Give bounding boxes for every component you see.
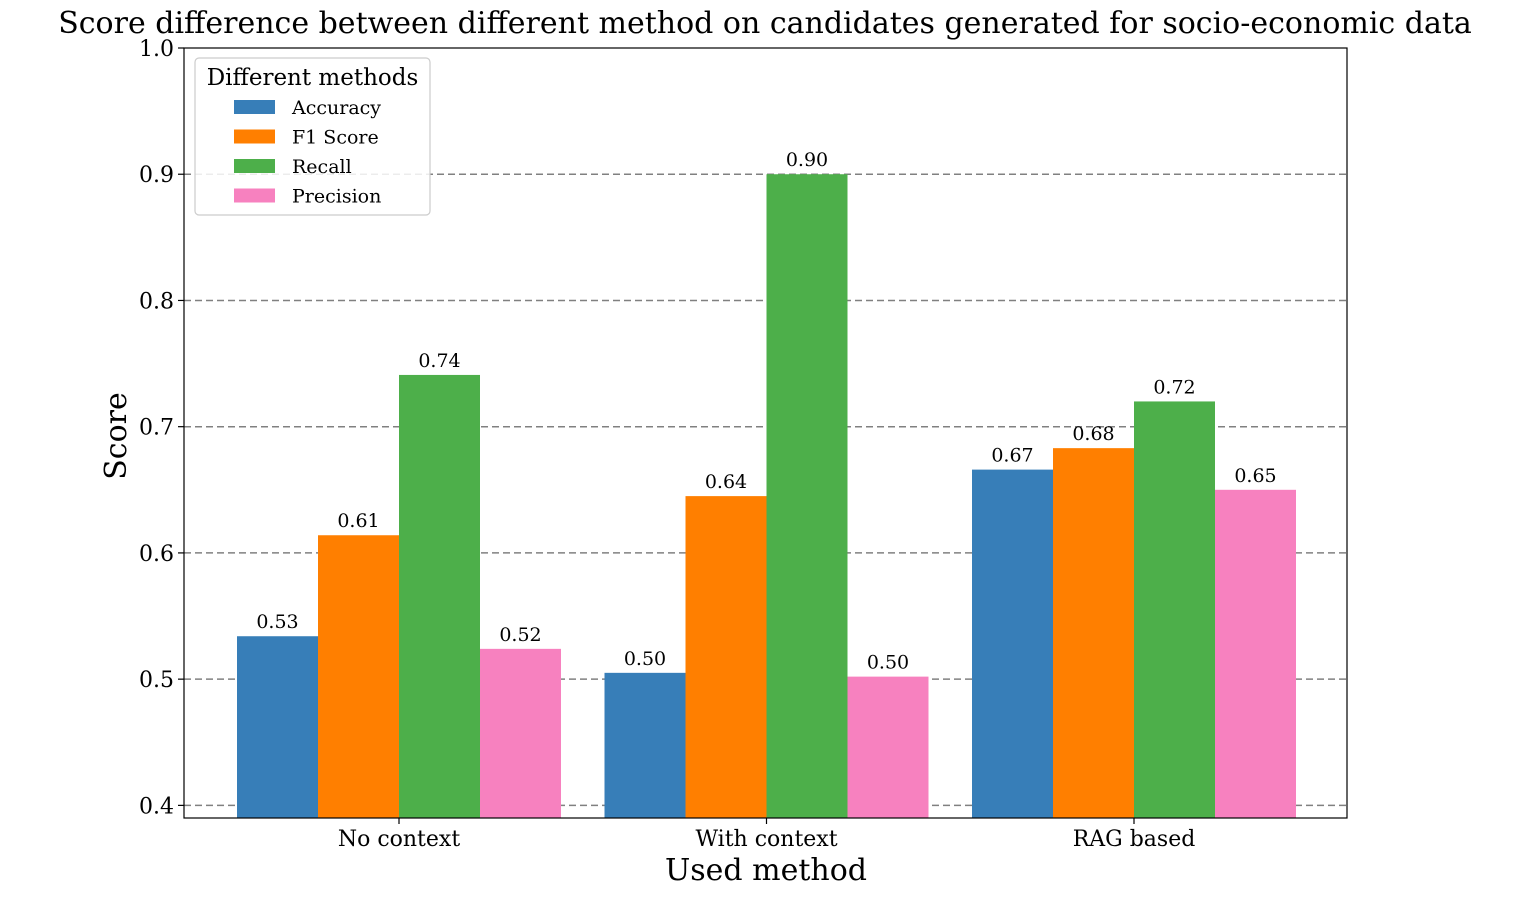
- bar-value-label: 0.50: [867, 652, 909, 674]
- legend-entry: Recall: [292, 156, 352, 178]
- y-tick-label: 0.4: [139, 794, 174, 819]
- y-tick-label: 0.8: [139, 289, 174, 314]
- chart-title: Score difference between different metho…: [58, 6, 1472, 41]
- bar-value-label: 0.65: [1234, 465, 1276, 487]
- x-axis: No context With context RAG based: [338, 818, 1195, 852]
- y-axis-label: Score: [99, 392, 134, 480]
- bar-value-label: 0.52: [499, 624, 541, 646]
- bar-precision: [1215, 489, 1296, 818]
- x-tick-label: With context: [695, 827, 837, 852]
- legend-swatch: [234, 100, 275, 114]
- bar-accuracy: [972, 469, 1053, 818]
- bar-recall: [399, 374, 480, 818]
- legend-box: [194, 57, 431, 216]
- y-tick-label: 0.6: [139, 542, 174, 567]
- y-tick-label: 0.7: [139, 416, 174, 441]
- bar-value-label: 0.90: [786, 149, 828, 171]
- bar-value-label: 0.64: [705, 471, 747, 493]
- legend-swatch: [234, 129, 275, 144]
- bar-value-label: 0.67: [991, 445, 1033, 467]
- y-tick-label: 0.5: [139, 668, 174, 693]
- x-tick-label: No context: [338, 827, 460, 852]
- bar-accuracy: [604, 672, 686, 818]
- bar-value-label: 0.68: [1072, 423, 1114, 445]
- bar-value-label: 0.72: [1153, 376, 1195, 398]
- bar-value-labels: 0.53 0.61 0.74 0.52 0.50 0.64 0.90 0.50 0.67 0.68…: [256, 149, 1276, 673]
- bar-f1-score: [1053, 448, 1134, 818]
- legend-swatch: [234, 159, 275, 173]
- legend-entry: Accuracy: [291, 97, 381, 119]
- x-tick-label: RAG based: [1073, 827, 1196, 852]
- legend-title: Different methods: [207, 65, 419, 91]
- bar-f1-score: [318, 535, 399, 818]
- bar-precision: [847, 676, 929, 818]
- bar-value-label: 0.61: [337, 510, 379, 532]
- bar-value-label: 0.53: [256, 611, 298, 633]
- bar-f1-score: [685, 496, 767, 818]
- y-axis: 0.4 0.5 0.6 0.7 0.8 0.9 1.0: [139, 37, 184, 819]
- bar-value-label: 0.74: [418, 350, 460, 372]
- bars: [237, 174, 1296, 819]
- legend-entry: F1 Score: [292, 127, 379, 149]
- y-tick-label: 0.9: [139, 163, 174, 188]
- legend-swatch: [234, 188, 275, 203]
- y-tick-label: 1.0: [139, 37, 174, 62]
- plot-frame: [183, 47, 1348, 819]
- bar-recall: [766, 174, 848, 819]
- bar-precision: [480, 648, 561, 818]
- bar-accuracy: [237, 636, 318, 818]
- legend: Different methods Accuracy F1 Score Recall P…: [194, 57, 431, 216]
- x-axis-label: Used method: [665, 853, 867, 888]
- bar-value-label: 0.50: [624, 648, 666, 670]
- legend-entry: Precision: [292, 186, 381, 208]
- bar-recall: [1134, 401, 1215, 818]
